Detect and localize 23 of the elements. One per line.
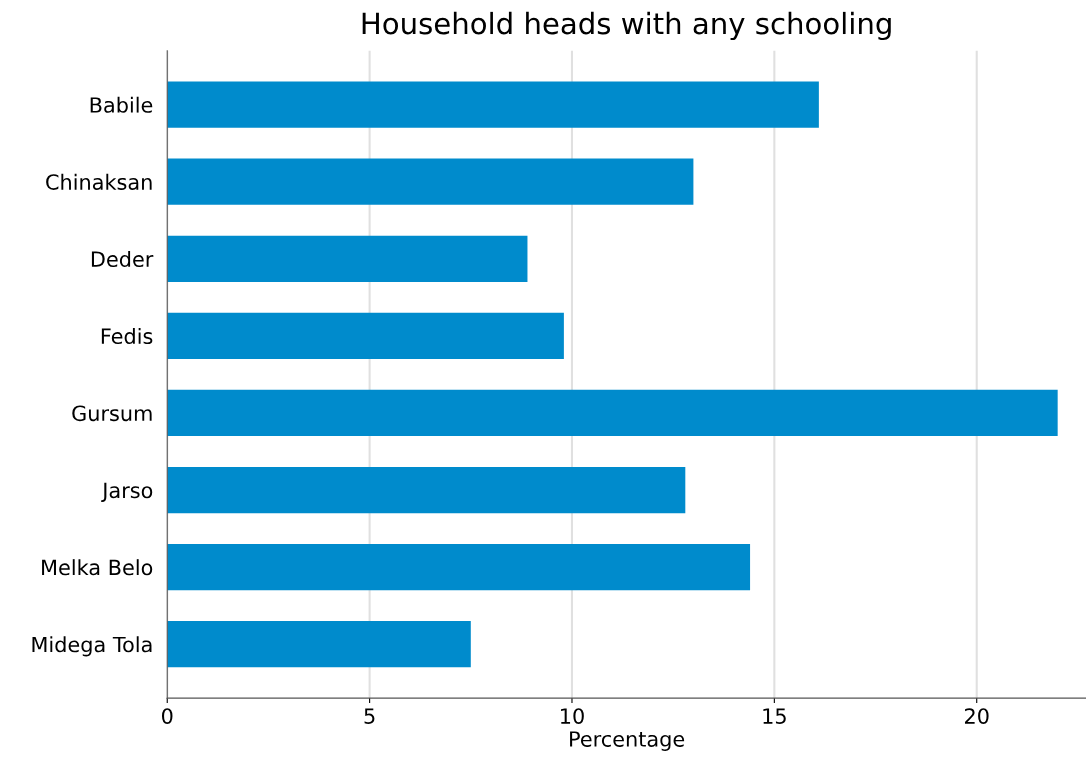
x-tick-label: 20 bbox=[964, 708, 989, 724]
y-tick-label: Deder bbox=[91, 250, 154, 267]
bar bbox=[167, 81, 819, 128]
y-tick-label: Gursum bbox=[72, 405, 152, 422]
chart-title: Household heads with any schooling bbox=[362, 11, 891, 41]
bar bbox=[167, 235, 528, 282]
y-tick-label: Jarso bbox=[101, 482, 153, 503]
x-axis-title: Percentage bbox=[570, 731, 685, 751]
y-tick-label: Babile bbox=[90, 96, 153, 113]
x-tick-label: 5 bbox=[364, 708, 375, 724]
bar bbox=[167, 543, 751, 591]
x-tick-label: 15 bbox=[763, 708, 786, 724]
y-tick-label: Chinaksan bbox=[46, 173, 152, 190]
bar bbox=[167, 466, 686, 514]
x-tick-label: 0 bbox=[161, 708, 173, 724]
x-tick-label: 10 bbox=[561, 708, 584, 724]
y-tick-label: Fedis bbox=[101, 327, 153, 345]
bar bbox=[167, 312, 564, 359]
y-tick-label: Midega Tola bbox=[32, 636, 152, 657]
bar bbox=[167, 158, 694, 205]
bar bbox=[167, 621, 471, 668]
y-tick-label: Melka Belo bbox=[42, 559, 153, 576]
bar bbox=[167, 389, 1058, 437]
